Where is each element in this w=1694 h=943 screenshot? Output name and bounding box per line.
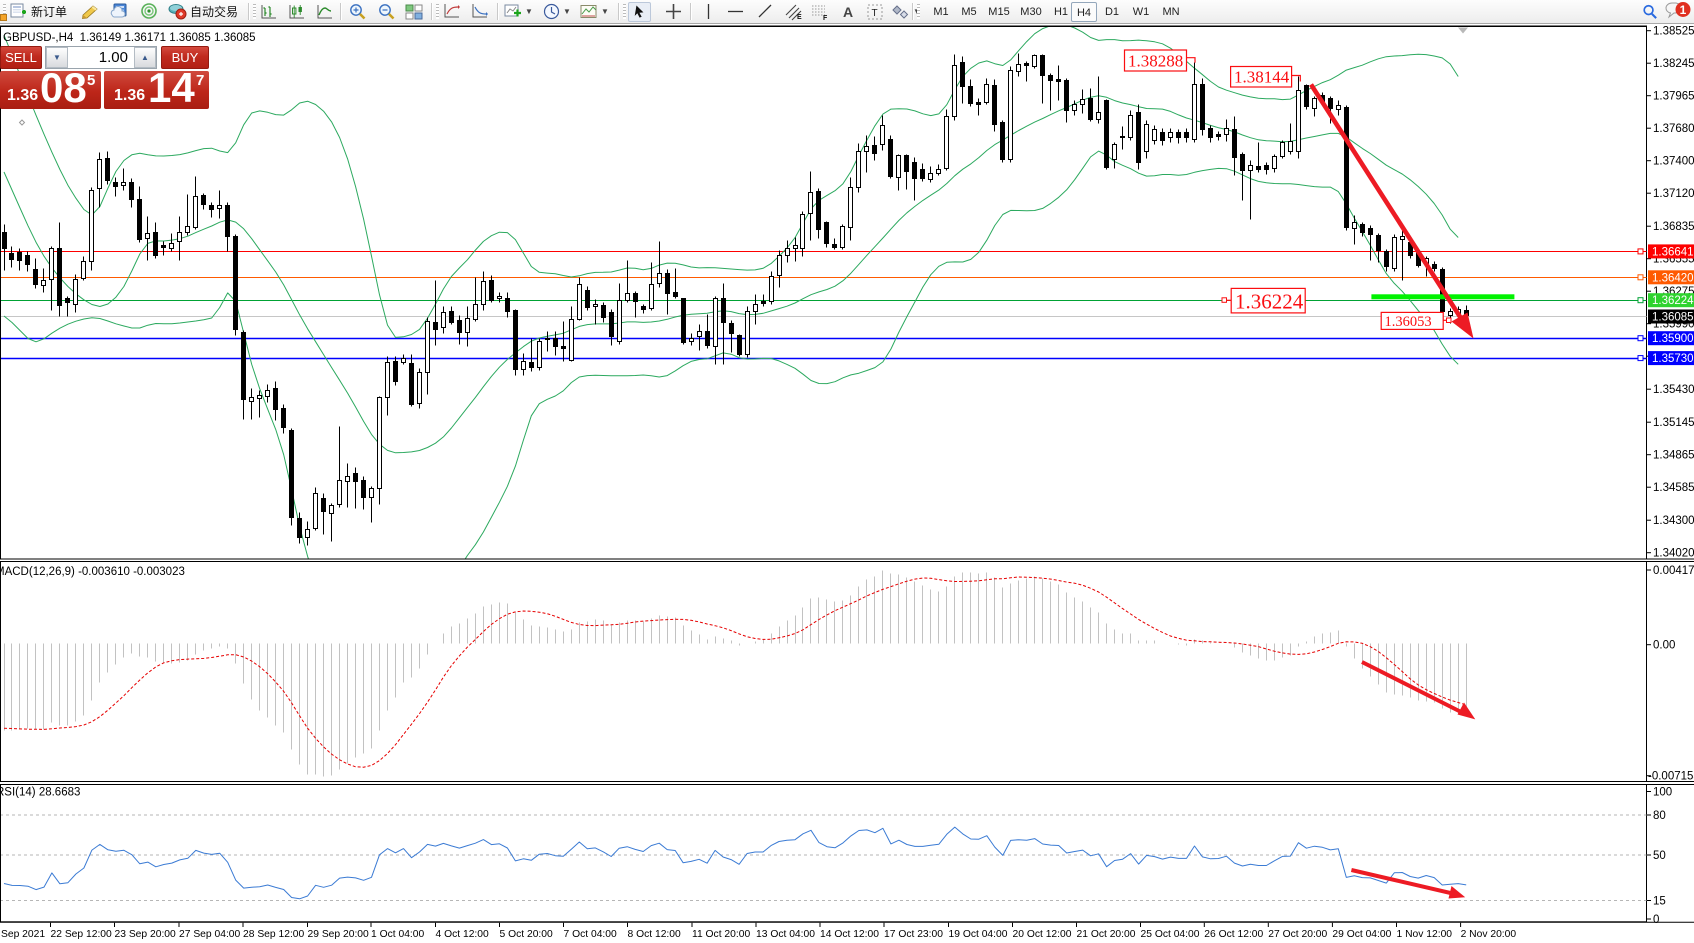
svg-text:19 Oct 04:00: 19 Oct 04:00: [949, 929, 1008, 940]
svg-text:1.36420: 1.36420: [1652, 272, 1694, 284]
svg-text:29 Sep 20:00: 29 Sep 20:00: [308, 929, 370, 940]
svg-text:21 Oct 20:00: 21 Oct 20:00: [1077, 929, 1136, 940]
svg-text:1.38525: 1.38525: [1653, 26, 1694, 38]
svg-text:1.34300: 1.34300: [1653, 515, 1694, 527]
svg-text:1: 1: [1680, 3, 1687, 17]
svg-text:13 Oct 04:00: 13 Oct 04:00: [756, 929, 815, 940]
svg-text:MACD(12,26,9) -0.003610 -0.003: MACD(12,26,9) -0.003610 -0.003023: [0, 566, 185, 578]
svg-text:22 Sep 12:00: 22 Sep 12:00: [51, 929, 113, 940]
svg-text:15: 15: [1653, 896, 1666, 908]
svg-text:0.00: 0.00: [1653, 640, 1675, 652]
svg-text:25 Oct 04:00: 25 Oct 04:00: [1141, 929, 1200, 940]
svg-text:28 Sep 12:00: 28 Sep 12:00: [243, 929, 305, 940]
svg-text:26 Oct 12:00: 26 Oct 12:00: [1204, 929, 1263, 940]
svg-text:1.37400: 1.37400: [1653, 156, 1694, 168]
svg-text:1.36053: 1.36053: [1385, 314, 1432, 330]
svg-text:1.36641: 1.36641: [1652, 246, 1694, 258]
svg-text:11 Oct 20:00: 11 Oct 20:00: [692, 929, 750, 940]
svg-text:1.37120: 1.37120: [1653, 188, 1694, 200]
svg-text:Sep 2021: Sep 2021: [1, 929, 45, 940]
svg-text:1.36085: 1.36085: [1652, 312, 1694, 324]
svg-text:27 Oct 20:00: 27 Oct 20:00: [1268, 929, 1327, 940]
svg-text:23 Sep 20:00: 23 Sep 20:00: [115, 929, 177, 940]
svg-text:E: E: [797, 14, 802, 21]
svg-text:1.34585: 1.34585: [1653, 482, 1694, 494]
svg-text:1.36224: 1.36224: [1235, 290, 1304, 314]
svg-text:20 Oct 12:00: 20 Oct 12:00: [1013, 929, 1072, 940]
svg-text:7 Oct 04:00: 7 Oct 04:00: [564, 929, 618, 940]
svg-text:2 Nov 20:00: 2 Nov 20:00: [1461, 929, 1517, 940]
svg-text:29 Oct 04:00: 29 Oct 04:00: [1332, 929, 1391, 940]
svg-text:1.35145: 1.35145: [1653, 417, 1694, 429]
svg-text:1 Oct 04:00: 1 Oct 04:00: [371, 929, 425, 940]
svg-text:14 Oct 12:00: 14 Oct 12:00: [820, 929, 879, 940]
svg-text:4 Oct 12:00: 4 Oct 12:00: [436, 929, 490, 940]
svg-text:1.37680: 1.37680: [1653, 123, 1694, 135]
svg-text:100: 100: [1653, 787, 1672, 799]
svg-text:1.37965: 1.37965: [1653, 91, 1694, 103]
svg-text:1.38245: 1.38245: [1653, 58, 1694, 70]
svg-text:1.34020: 1.34020: [1653, 548, 1694, 560]
svg-text:1.38288: 1.38288: [1128, 52, 1183, 71]
svg-text:GBPUSD-,H4 1.36149 1.36171 1.: GBPUSD-,H4 1.36149 1.36171 1.36085 1.360…: [3, 32, 256, 44]
svg-text:80: 80: [1653, 810, 1666, 822]
svg-text:0: 0: [1653, 914, 1659, 926]
svg-text:17 Oct 23:00: 17 Oct 23:00: [884, 929, 943, 940]
svg-text:0.004177: 0.004177: [1653, 565, 1694, 577]
svg-text:50: 50: [1653, 850, 1666, 862]
svg-text:1.35430: 1.35430: [1653, 384, 1694, 396]
svg-text:27 Sep 04:00: 27 Sep 04:00: [179, 929, 241, 940]
svg-text:5 Oct 20:00: 5 Oct 20:00: [500, 929, 554, 940]
svg-text:-0.007153: -0.007153: [1648, 771, 1694, 783]
svg-text:1.36835: 1.36835: [1653, 221, 1694, 233]
svg-text:1 Nov 12:00: 1 Nov 12:00: [1397, 929, 1453, 940]
svg-text:T: T: [872, 8, 878, 19]
svg-text:8 Oct 12:00: 8 Oct 12:00: [628, 929, 682, 940]
svg-text:1.35900: 1.35900: [1652, 333, 1694, 345]
svg-text:1.35730: 1.35730: [1652, 353, 1694, 365]
svg-text:1.36224: 1.36224: [1652, 295, 1694, 307]
svg-text:F: F: [823, 15, 828, 21]
svg-text:1.38144: 1.38144: [1234, 68, 1290, 87]
svg-text:1.34865: 1.34865: [1653, 450, 1694, 462]
svg-text:RSI(14) 28.6683: RSI(14) 28.6683: [0, 787, 80, 799]
